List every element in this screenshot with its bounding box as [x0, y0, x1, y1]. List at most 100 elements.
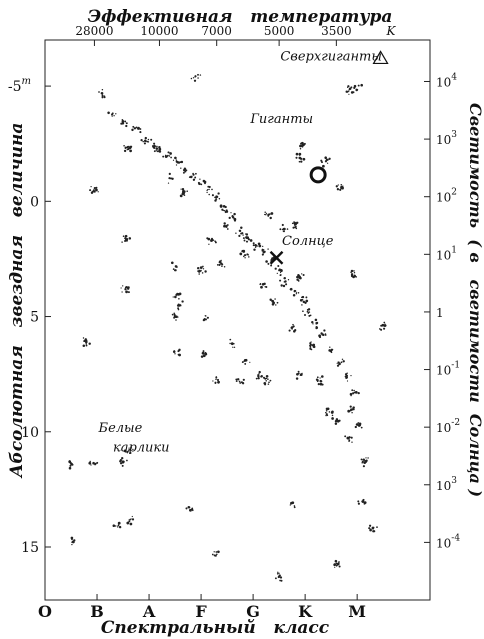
top-tick-label: 10000 [140, 24, 178, 38]
star-point [172, 292, 182, 300]
y2-tick-label: 101 [436, 245, 457, 262]
white-label: Белые [98, 421, 143, 436]
star-point [333, 559, 341, 568]
star-point [211, 550, 220, 557]
star-point [172, 156, 184, 166]
star-point [153, 145, 162, 153]
star-point [269, 298, 279, 306]
star-point [167, 172, 174, 184]
y-tick-label: 10 [21, 425, 39, 441]
star-point [70, 536, 76, 546]
y-tick-label: 15 [21, 540, 39, 556]
star-point [347, 405, 355, 414]
y2-tick-label: 10-4 [436, 533, 460, 550]
star-point [176, 300, 184, 311]
star-point [171, 312, 179, 321]
star-point [126, 515, 135, 526]
star-point [252, 242, 262, 251]
star-point [315, 375, 324, 386]
star-point [299, 141, 306, 150]
star-point [229, 338, 236, 348]
supergiants-label: Сверхгиганты [280, 50, 382, 65]
star-point [242, 233, 253, 243]
supergiant-triangle-marker [372, 50, 389, 65]
star-point [357, 498, 367, 505]
star-point [255, 370, 263, 380]
y2-tick-label: 1 [436, 306, 444, 320]
star-point [241, 358, 251, 365]
star-point [279, 223, 289, 233]
star-point [152, 142, 159, 150]
y2-tick-label: 10-2 [436, 418, 460, 435]
star-point [302, 308, 312, 317]
chart-title: Эффективная температура [88, 7, 393, 27]
star-point [140, 136, 153, 145]
x-tick-label: G [246, 602, 260, 621]
star-point [112, 521, 122, 529]
star-point [212, 376, 220, 385]
star-point [223, 222, 229, 230]
dwarfs-label: карлики [113, 440, 170, 455]
y-axis-label: Абсолютная звездная величина [7, 123, 27, 480]
star-point [262, 375, 272, 386]
plot-border [44, 39, 431, 601]
top-tick-label: 28000 [75, 24, 113, 38]
star-point [318, 329, 327, 339]
y2-tick-label: 103 [436, 476, 457, 493]
y-tick-label: -5m [8, 76, 31, 95]
star-point [216, 259, 226, 268]
star-point [121, 234, 132, 243]
sun-cross-marker [269, 250, 284, 265]
x-tick-label: A [142, 602, 156, 621]
star-point [259, 282, 268, 289]
y2-axis-label: Светимость ( в светимости Солнца ) [466, 103, 484, 497]
star-point [172, 348, 181, 357]
top-tick-label: K [385, 24, 396, 38]
giant-ring-marker [309, 166, 327, 184]
star-point [291, 221, 299, 230]
star-point [274, 571, 283, 582]
star-point [235, 378, 245, 385]
star-point [311, 318, 319, 330]
star-point [353, 83, 363, 92]
star-point [123, 446, 134, 455]
star-point [120, 118, 128, 128]
star-point [309, 341, 316, 351]
star-point [107, 111, 117, 117]
star-point [345, 85, 355, 95]
star-point [211, 192, 221, 202]
star-point [188, 172, 197, 181]
star-point [206, 185, 213, 196]
star-point [82, 337, 91, 347]
star-point [288, 323, 297, 333]
x-tick-label: B [90, 602, 104, 621]
star-point [295, 370, 303, 380]
star-point [89, 185, 99, 195]
star-point [185, 506, 194, 512]
star-point [354, 422, 363, 429]
star-point [325, 407, 334, 417]
star-point [206, 237, 217, 245]
star-point [264, 211, 274, 220]
star-point [328, 346, 334, 354]
star-point [239, 249, 250, 259]
top-tick-label: 7000 [201, 24, 232, 38]
region-labels: Сверхгиганты Гиганты Солнце Белые карлики [98, 50, 382, 456]
x-tick-label: M [348, 602, 366, 621]
sun-label: Солнце [282, 234, 334, 249]
star-point [335, 183, 344, 191]
top-tick-label: 3500 [321, 24, 352, 38]
top-tick-label: 5000 [264, 24, 295, 38]
star-point [320, 156, 331, 168]
x-tick-label: O [38, 602, 52, 621]
y2-tick-label: 103 [436, 130, 457, 147]
star-point [123, 144, 133, 153]
star-point [360, 457, 369, 468]
star-point [344, 435, 353, 443]
star-point [274, 264, 283, 277]
star-point [68, 460, 74, 470]
star-point [295, 152, 306, 163]
star-point [131, 125, 142, 134]
star-point [279, 277, 290, 288]
